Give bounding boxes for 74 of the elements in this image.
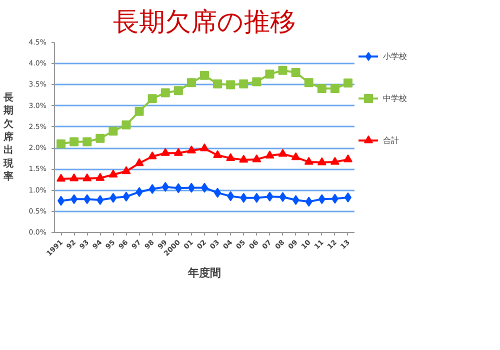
point	[160, 88, 170, 98]
point	[122, 192, 130, 202]
point	[96, 134, 105, 143]
point	[96, 172, 105, 181]
point	[56, 139, 66, 148]
point	[292, 194, 300, 205]
point	[265, 150, 274, 158]
point	[279, 192, 286, 202]
point	[110, 192, 117, 203]
point	[148, 94, 157, 104]
point	[344, 192, 352, 202]
point	[213, 150, 222, 158]
point	[226, 153, 236, 161]
point	[108, 170, 118, 178]
point	[56, 174, 66, 182]
point	[186, 78, 196, 88]
point	[122, 166, 131, 174]
point	[291, 152, 300, 160]
point	[304, 78, 314, 88]
point	[134, 158, 144, 166]
point	[291, 68, 300, 77]
point	[266, 192, 274, 202]
point	[343, 78, 352, 88]
point	[278, 148, 288, 157]
point	[174, 183, 182, 194]
point	[148, 151, 157, 160]
point	[227, 191, 234, 202]
point	[134, 106, 144, 116]
point	[70, 137, 79, 146]
legend-label: 合計	[383, 134, 400, 146]
point	[96, 194, 104, 205]
point	[317, 157, 326, 166]
point	[240, 192, 248, 203]
point	[318, 194, 326, 204]
point	[330, 156, 340, 165]
point	[253, 192, 260, 203]
point	[305, 196, 312, 207]
point	[160, 148, 170, 156]
point	[226, 80, 236, 90]
point	[200, 70, 209, 80]
point	[82, 137, 92, 146]
point	[317, 84, 326, 94]
point	[188, 182, 195, 193]
point	[213, 79, 222, 88]
point	[148, 184, 156, 194]
point	[136, 186, 143, 197]
point	[200, 143, 209, 152]
point	[70, 194, 78, 204]
legend-label: 中学校	[383, 92, 407, 104]
point	[239, 154, 248, 163]
point	[331, 194, 338, 204]
point	[239, 79, 248, 88]
point	[304, 156, 314, 165]
point	[252, 154, 262, 162]
point	[108, 126, 118, 136]
point	[174, 148, 183, 156]
point	[122, 120, 131, 130]
point	[82, 173, 92, 182]
chart-title: 長期欠席の推移	[113, 8, 296, 38]
legend-label: 小学校	[383, 50, 407, 62]
point	[58, 196, 65, 206]
point	[343, 154, 352, 162]
point	[162, 182, 169, 192]
point	[330, 84, 340, 94]
y-axis-title: 長期欠席出現率	[2, 91, 15, 183]
point	[265, 70, 274, 79]
point	[70, 173, 79, 182]
point	[278, 66, 288, 75]
point	[84, 194, 91, 204]
point	[174, 86, 183, 96]
point	[186, 145, 196, 154]
x-axis-title: 年度間	[187, 266, 221, 280]
point	[214, 188, 222, 198]
point	[252, 77, 262, 86]
